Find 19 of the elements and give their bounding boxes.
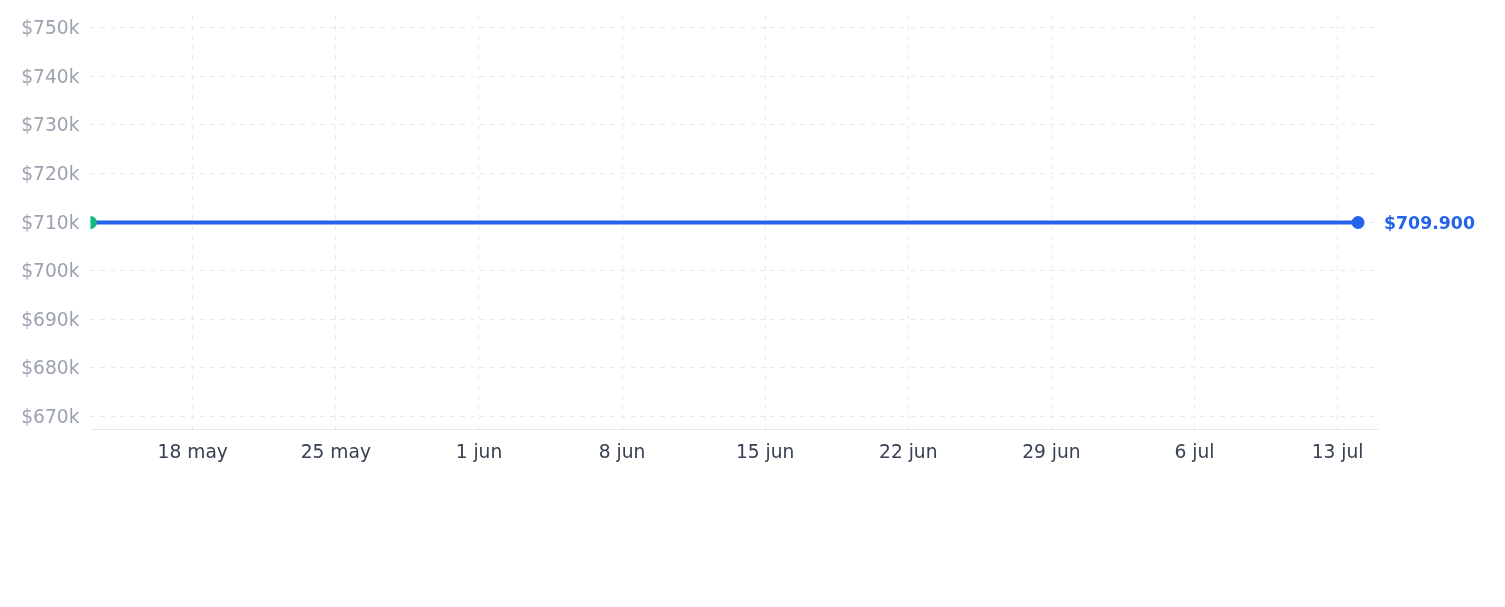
y-tick-label: $700k — [21, 260, 80, 282]
data-label: $709.900 — [1384, 212, 1475, 235]
x-tick-label: 18 may — [157, 440, 228, 462]
y-tick-label: $720k — [21, 162, 80, 184]
x-tick-label: 29 jun — [1022, 440, 1081, 462]
y-tick-label: $680k — [21, 357, 80, 379]
y-tick-label: $750k — [21, 17, 80, 39]
y-tick-label: $670k — [21, 405, 80, 427]
x-tick-label: 13 jul — [1311, 440, 1364, 462]
x-tick-label: 1 jun — [455, 440, 503, 462]
x-tick-label: 22 jun — [879, 440, 938, 462]
x-tick-label: 6 jul — [1174, 440, 1215, 462]
y-tick-label: $730k — [21, 114, 80, 136]
y-tick-label: $690k — [21, 308, 80, 330]
x-tick-label: 25 may — [300, 440, 371, 462]
x-tick-label: 15 jun — [735, 440, 795, 462]
y-tick-label: $740k — [21, 65, 80, 87]
x-tick-label: 8 jun — [598, 440, 646, 462]
y-tick-label: $710k — [21, 211, 80, 233]
